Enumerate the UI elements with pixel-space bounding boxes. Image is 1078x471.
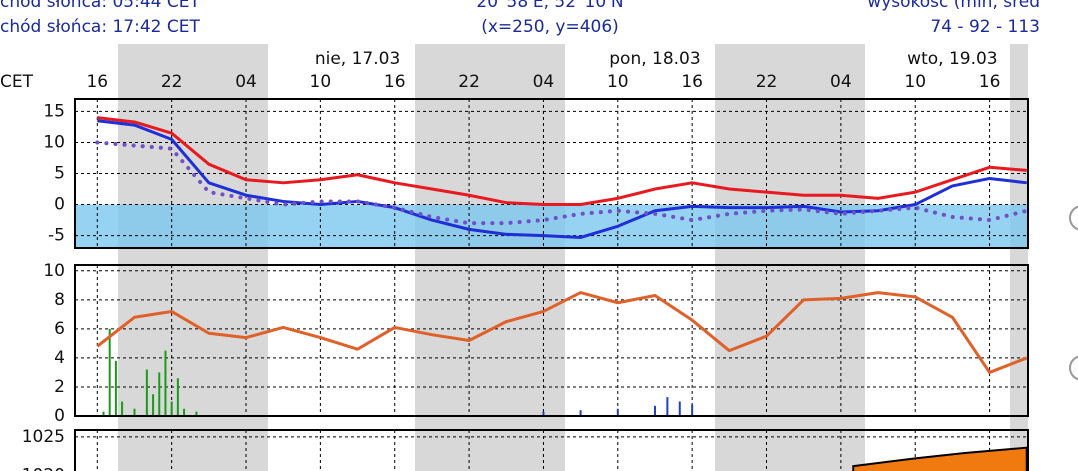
y-tick-label: 1025: [22, 427, 65, 447]
series-line: [95, 140, 1029, 226]
y-tick-label: 10: [43, 132, 65, 152]
y-tick-label: -5: [48, 226, 65, 246]
y-tick-label: 8: [54, 290, 65, 310]
x-tick-label: 04: [235, 72, 257, 92]
y-tick-label: 1020: [22, 465, 65, 471]
x-tick-label: 04: [830, 72, 852, 92]
series-line: [96, 291, 1028, 374]
series-line: [97, 116, 1027, 207]
x-tick-label: 16: [979, 72, 1001, 92]
x-tick-label: 16: [86, 72, 108, 92]
night-band: [415, 44, 565, 471]
x-tick-label: 16: [384, 72, 406, 92]
sunrise: chód słońca: 05:44 CET: [0, 0, 200, 12]
y-tick-label: 0: [54, 406, 65, 426]
side-icon[interactable]: [1069, 205, 1078, 231]
panel: -5 0 5 10 15: [43, 98, 1029, 249]
x-tick-label: 22: [458, 72, 480, 92]
night-bands: [118, 44, 1028, 471]
panel-frame: [74, 98, 1029, 249]
x-tick-label: 04: [533, 72, 555, 92]
y-tick-label: 2: [54, 377, 65, 397]
y-tick-label: 10: [43, 261, 65, 281]
side-icon[interactable]: [1069, 355, 1078, 381]
sunset: chód słońca: 17:42 CET: [0, 17, 200, 37]
y-tick-label: 5: [54, 164, 65, 184]
coords: 20°58'E, 52°10'N: [476, 0, 623, 12]
panel: 1025 1020: [22, 427, 1029, 471]
x-tick-label: 10: [607, 72, 629, 92]
pressure-area: [852, 446, 1028, 471]
y-tick-label: 6: [54, 319, 65, 339]
day-label: pon, 18.03: [609, 49, 700, 69]
day-label: wto, 19.03: [907, 49, 997, 69]
y-tick-label: 0: [54, 195, 65, 215]
y-tick-label: 15: [43, 101, 65, 121]
x-tick-label: 10: [310, 72, 332, 92]
elevation: 74 - 92 - 113: [930, 17, 1040, 37]
night-band: [118, 44, 268, 471]
panel-frame: [74, 264, 1029, 417]
panel: 0 2 4 6 8 10: [43, 261, 1029, 426]
y-tick-label: 4: [54, 348, 65, 368]
panel-frame: [74, 429, 1029, 471]
grid-point: (x=250, y=406): [481, 17, 619, 37]
night-band: [1010, 44, 1028, 471]
elevation-title: wysokość (min, śred: [867, 0, 1040, 12]
x-tick-label: 16: [681, 72, 703, 92]
x-tick-label: 10: [904, 72, 926, 92]
time-zone: CET: [0, 72, 34, 92]
x-tick-label: 22: [756, 72, 778, 92]
day-label: nie, 17.03: [315, 49, 400, 69]
x-tick-label: 22: [161, 72, 183, 92]
night-band: [715, 44, 865, 471]
